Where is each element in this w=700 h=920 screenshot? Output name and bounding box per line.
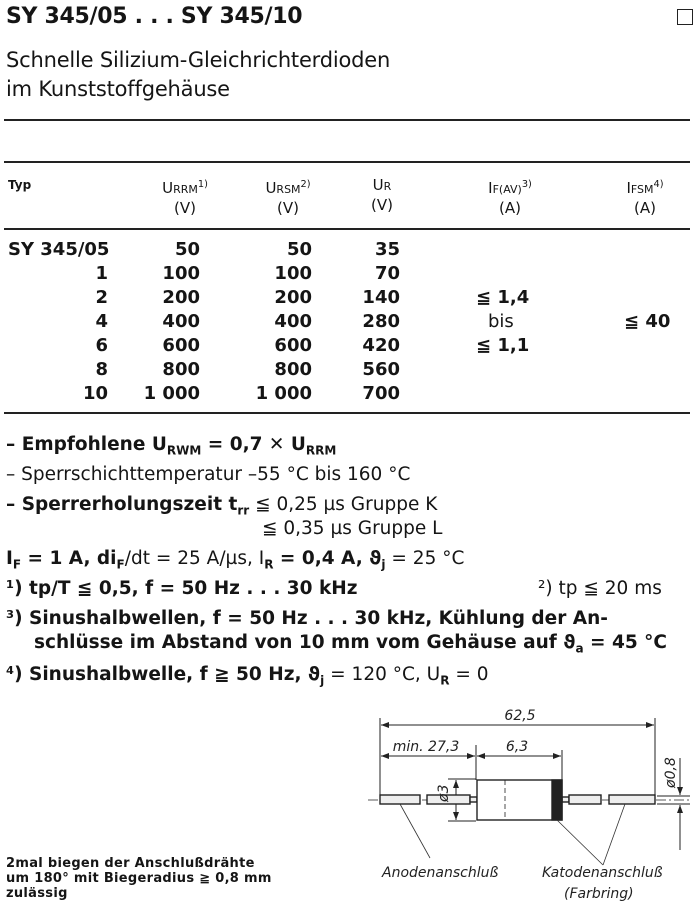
- col-header-ifsm: IFSM4) (A): [626, 179, 664, 217]
- cell-ur: 140: [362, 287, 400, 308]
- divider: [4, 119, 690, 121]
- cell-typ: 1: [95, 263, 108, 284]
- footnote-3b: schlüsse im Abstand von 10 mm vom Gehäus…: [34, 632, 667, 656]
- table-row: 2 200 200 140 ≦ 1,4: [0, 286, 700, 310]
- col-header-ifav: IF(AV)3) (A): [488, 179, 532, 217]
- table-row: 8 800 800 560: [0, 358, 700, 382]
- note-temperature: – Sperrschichttemperatur –55 °C bis 160 …: [6, 464, 411, 485]
- cell-ur: 280: [362, 311, 400, 332]
- note-recovery-time: – Sperrerholungszeit trr ≦ 0,25 µs Grupp…: [6, 494, 438, 518]
- cell-ursm: 50: [286, 239, 312, 260]
- divider: [4, 228, 690, 230]
- table-body: SY 345/05 50 50 35 1 100 100 70 2 200 20…: [0, 238, 700, 406]
- table-row: 10 1 000 1 000 700: [0, 382, 700, 406]
- cathode-lead: [608, 794, 656, 805]
- cell-ursm: 200: [274, 287, 312, 308]
- cell-ursm: 100: [274, 263, 312, 284]
- cell-typ: 2: [95, 287, 108, 308]
- cell-ifav-min: ≦ 1,1: [476, 335, 530, 356]
- cell-ur: 420: [362, 335, 400, 356]
- col-header-ur: UR (V): [371, 176, 393, 214]
- cell-ur: 70: [374, 263, 400, 284]
- cell-urrm: 600: [162, 335, 200, 356]
- label-lead-diameter: ø0,8: [663, 757, 679, 789]
- cathode-leader: [556, 819, 604, 866]
- diode-dimension-drawing: 62,5 min. 27,3 6,3 ø3 ø0,8 Anodenanschlu…: [368, 708, 692, 902]
- cell-ursm: 400: [274, 311, 312, 332]
- cell-ursm: 800: [274, 359, 312, 380]
- note-recovery-time-l: ≦ 0,35 µs Gruppe L: [262, 518, 443, 539]
- anode-leader: [399, 803, 431, 859]
- cell-ifav-bis: bis: [488, 311, 514, 332]
- table-row: 4 400 400 280 bis ≦ 40: [0, 310, 700, 334]
- anode-lead: [379, 794, 421, 805]
- cell-ur: 560: [362, 359, 400, 380]
- subtitle-line2: im Kunststoffgehäuse: [6, 77, 230, 101]
- label-color-band: (Farbring): [564, 886, 634, 902]
- cell-typ: 6: [95, 335, 108, 356]
- cell-ifav-max: ≦ 1,4: [476, 287, 530, 308]
- cell-urrm: 1 000: [143, 383, 200, 404]
- diode-body: [476, 779, 563, 821]
- bending-note: 2mal biegen der Anschlußdrähte um 180° m…: [6, 856, 272, 901]
- cell-ur: 35: [374, 239, 400, 260]
- cathode-lead: [568, 794, 602, 805]
- checkbox[interactable]: [677, 9, 693, 25]
- bending-note-line: 2mal biegen der Anschlußdrähte: [6, 856, 255, 871]
- label-total-length: 62,5: [504, 708, 535, 724]
- col-header-ursm: URSM2) (V): [265, 179, 311, 217]
- cell-urrm: 200: [162, 287, 200, 308]
- footnote-2: ²) tp ≦ 20 ms: [538, 578, 662, 599]
- cathode-band: [551, 779, 563, 821]
- cathode-leader: [602, 803, 626, 866]
- label-anode: Anodenanschluß: [381, 865, 498, 881]
- label-body-diameter: ø3: [436, 785, 452, 803]
- cell-typ: 4: [95, 311, 108, 332]
- divider: [4, 161, 690, 163]
- table-row: SY 345/05 50 50 35: [0, 238, 700, 262]
- cell-ursm: 1 000: [255, 383, 312, 404]
- col-header-urrm: URRM1) (V): [162, 179, 208, 217]
- note-conditions: IF = 1 A, diF/dt = 25 A/µs, IR = 0,4 A, …: [6, 548, 465, 572]
- bending-note-line: um 180° mit Biegeradius ≧ 0,8 mm: [6, 871, 272, 886]
- divider: [4, 412, 690, 414]
- cathode-lead: [561, 796, 570, 803]
- cell-typ: 10: [82, 383, 108, 404]
- col-header-typ: Typ: [8, 178, 32, 192]
- cell-ifsm: ≦ 40: [624, 311, 671, 332]
- cell-typ: 8: [95, 359, 108, 380]
- table-row: 1 100 100 70: [0, 262, 700, 286]
- label-cathode: Katodenanschluß: [542, 865, 663, 881]
- anode-lead: [469, 796, 478, 803]
- cell-urrm: 100: [162, 263, 200, 284]
- note-urwm: – Empfohlene URWM = 0,7 ✕ URRM: [6, 434, 337, 458]
- bending-note-line: zulässig: [6, 886, 68, 901]
- cell-urrm: 400: [162, 311, 200, 332]
- cell-typ: SY 345/05: [8, 239, 110, 260]
- page-title: SY 345/05 . . . SY 345/10: [6, 4, 303, 29]
- cell-ursm: 600: [274, 335, 312, 356]
- table-row: 6 600 600 420 ≦ 1,1: [0, 334, 700, 358]
- footnote-3a: ³) Sinushalbwellen, f = 50 Hz . . . 30 k…: [6, 608, 608, 629]
- cell-urrm: 800: [162, 359, 200, 380]
- cell-urrm: 50: [174, 239, 200, 260]
- footnote-1: ¹) tp/T ≦ 0,5, f = 50 Hz . . . 30 kHz: [6, 578, 358, 599]
- footnote-4: ⁴) Sinushalbwelle, f ≧ 50 Hz, ϑj = 120 °…: [6, 664, 489, 688]
- label-body-length: 6,3: [506, 739, 528, 755]
- subtitle-line1: Schnelle Silizium-Gleichrichterdioden: [6, 48, 391, 72]
- cell-ur: 700: [362, 383, 400, 404]
- label-lead-length: min. 27,3: [393, 739, 459, 755]
